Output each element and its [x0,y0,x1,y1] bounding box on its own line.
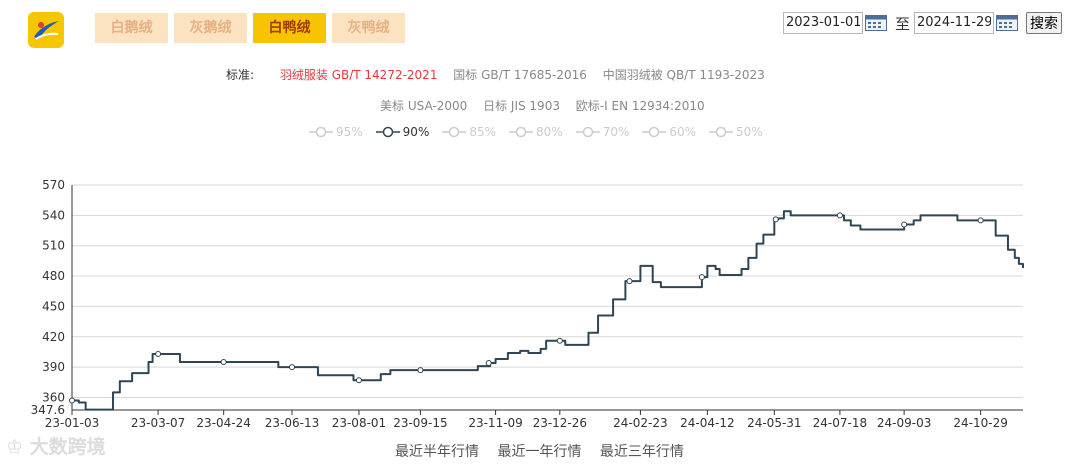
data-point [355,377,362,384]
legend-label: 60% [669,125,697,139]
data-point [417,367,424,374]
legend-marker-icon [642,126,667,138]
legend-marker-icon [709,126,734,138]
legend-marker-icon [442,126,467,138]
calendar-icon[interactable] [996,15,1019,31]
standard-jis-1903[interactable]: 日标 JIS 1903 [483,99,560,113]
data-point [485,360,492,367]
standards-row-2: 美标 USA-2000 日标 JIS 1903 欧标-I EN 12934:20… [380,97,717,114]
standard-quilt-qb1193[interactable]: 中国羽绒被 QB/T 1193-2023 [602,68,765,82]
x-tick-label: 23-03-07 [131,416,185,430]
watermark-logo-icon: ♔ [6,436,30,458]
data-point [69,397,75,404]
range-shortcuts: 最近半年行情 最近一年行情 最近三年行情 [395,441,698,461]
watermark-text: 大数跨境 [29,436,106,458]
data-point [556,337,563,344]
standard-garment-gb14272[interactable]: 羽绒服装 GB/T 14272-2021 [279,68,438,82]
watermark: ♔ 大数跨境 [6,432,106,459]
legend-label: 85% [469,125,497,139]
data-point [288,364,295,371]
legend-item-85[interactable]: 85% [442,125,496,139]
date-range-picker: 至 搜索 [783,12,1063,34]
x-tick-label: 24-05-31 [747,416,801,430]
data-point [977,217,984,224]
data-point [626,278,633,285]
x-tick-label: 24-02-23 [613,416,667,430]
data-point [155,350,162,357]
legend-marker-icon [375,126,400,138]
data-point [698,274,705,281]
y-tick-label: 540 [42,208,65,222]
series-line-90 [72,210,1024,411]
chart-legend: 95% 90% 85% 80% 70% 60% 50% [309,125,776,139]
legend-marker-icon [509,126,534,138]
x-tick-label: 24-07-18 [813,416,867,430]
standard-usa-2000[interactable]: 美标 USA-2000 [380,99,468,113]
x-tick-label: 23-08-01 [332,416,386,430]
x-tick-label: 23-04-24 [196,416,250,430]
legend-item-70[interactable]: 70% [575,125,630,139]
legend-item-95[interactable]: 95% [309,125,363,139]
y-tick-label: 450 [42,299,65,313]
legend-item-90[interactable]: 90% [375,125,430,139]
y-tick-label: 360 [42,390,65,404]
legend-item-60[interactable]: 60% [642,125,696,139]
legend-item-80[interactable]: 80% [509,125,563,139]
link-last-half-year[interactable]: 最近半年行情 [395,444,479,460]
data-point [836,212,843,219]
date-range-separator: 至 [895,14,911,33]
standard-national-gb17685[interactable]: 国标 GB/T 17685-2016 [453,68,587,82]
tab-grey-duck-down[interactable]: 灰鸭绒 [332,13,405,43]
brand-logo[interactable] [28,12,64,48]
tab-grey-goose-down[interactable]: 灰鹅绒 [174,13,247,43]
tab-white-duck-down[interactable]: 白鸭绒 [253,13,326,43]
link-last-three-years[interactable]: 最近三年行情 [599,444,684,460]
legend-label: 90% [402,125,430,139]
data-point [220,359,227,366]
search-button[interactable]: 搜索 [1026,12,1063,34]
x-tick-label: 24-04-12 [680,416,734,430]
y-tick-label: 347.6 [31,403,65,417]
x-tick-label: 23-12-26 [533,416,587,430]
legend-item-50[interactable]: 50% [709,125,763,139]
legend-marker-icon [309,126,333,138]
y-tick-label: 480 [42,269,65,283]
x-tick-label: 24-09-03 [877,416,931,430]
legend-label: 50% [736,125,763,139]
end-date-field[interactable] [914,12,995,34]
x-tick-label: 23-06-13 [265,416,319,430]
y-tick-label: 420 [42,330,65,344]
legend-label: 95% [336,125,363,139]
legend-label: 70% [602,125,630,139]
fiber-type-tabs: 白鹅绒 灰鹅绒 白鸭绒 灰鸭绒 [95,13,405,43]
chart-series [69,210,1024,411]
data-point [772,216,779,223]
standards-label: 标准: [226,68,255,82]
y-tick-label: 510 [42,239,65,253]
chart-axes [71,185,1023,415]
chart-gridlines [72,184,1023,398]
x-tick-label: 24-10-29 [953,416,1007,430]
legend-marker-icon [575,126,600,138]
standard-en-12934[interactable]: 欧标-I EN 12934:2010 [575,99,705,113]
y-tick-label: 570 [42,178,65,192]
x-tick-label: 23-11-09 [468,416,522,430]
start-date-field[interactable] [783,12,863,34]
y-tick-label: 390 [42,360,65,374]
legend-label: 80% [536,125,563,139]
tab-white-goose-down[interactable]: 白鹅绒 [95,13,168,43]
link-last-one-year[interactable]: 最近一年行情 [497,444,582,460]
x-tick-label: 23-09-15 [393,416,447,430]
data-point [901,221,908,228]
standards-row-1: 标准: 羽绒服装 GB/T 14272-2021 国标 GB/T 17685-2… [226,66,777,83]
calendar-icon[interactable] [865,15,887,31]
x-tick-label: 23-01-03 [45,416,99,430]
